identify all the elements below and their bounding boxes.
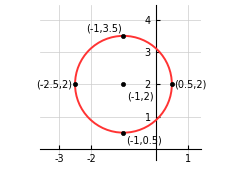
Text: (-2.5,2): (-2.5,2) [36,79,72,89]
Text: (-1,3.5): (-1,3.5) [86,23,122,33]
Text: (0.5,2): (0.5,2) [174,79,207,89]
Text: (-1,0.5): (-1,0.5) [126,136,162,146]
Text: (-1,2): (-1,2) [127,91,153,101]
